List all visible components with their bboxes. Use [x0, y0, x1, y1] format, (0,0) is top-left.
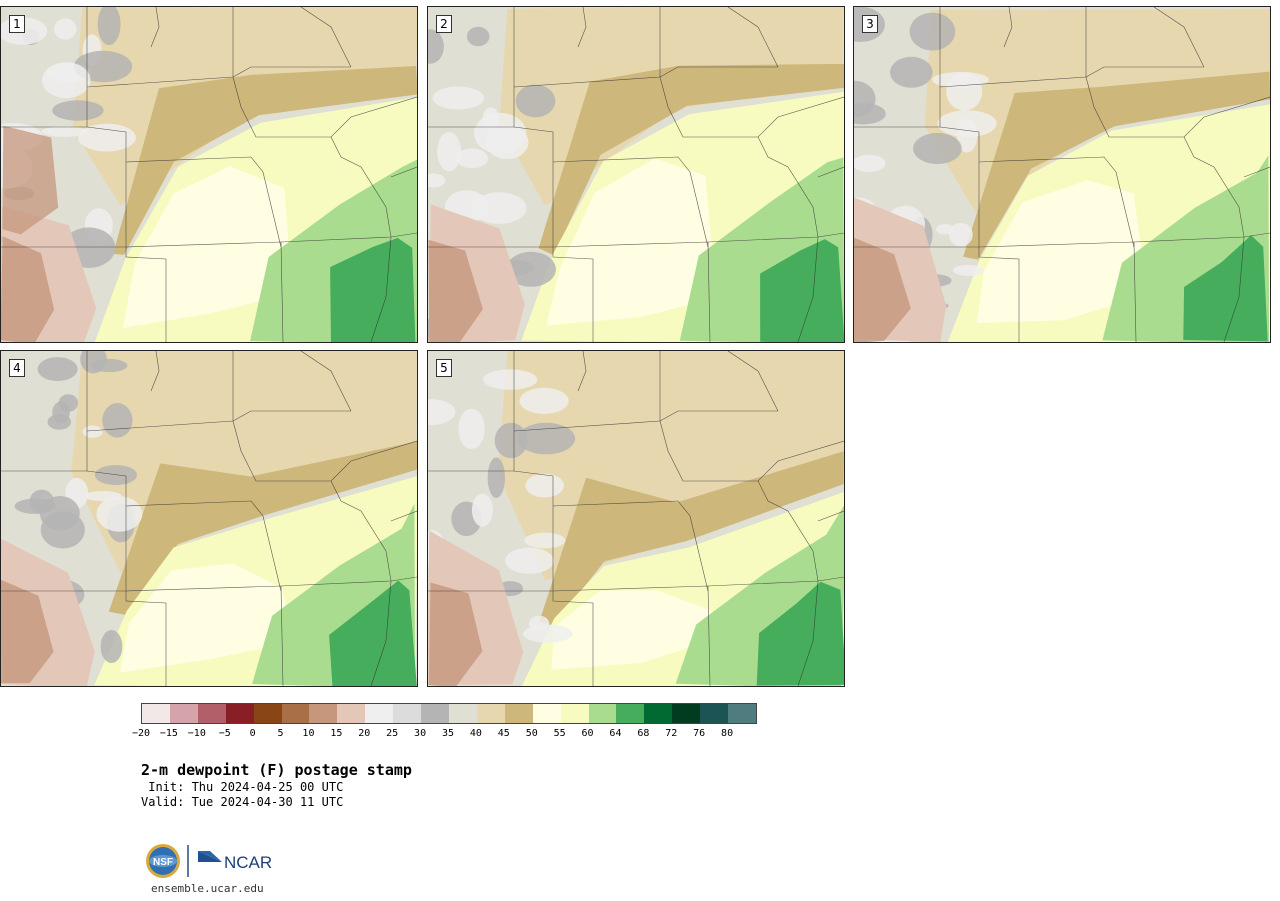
dewpoint-map: [1, 351, 417, 686]
colorbar-tick-label: 40: [469, 728, 482, 739]
colorbar-swatch: [700, 704, 729, 723]
colorbar-tick-label: 68: [637, 728, 650, 739]
colorbar: [141, 703, 757, 724]
colorbar-swatch: [421, 704, 449, 723]
colorbar-swatch: [476, 704, 505, 723]
chart-title: 2-m dewpoint (F) postage stamp: [141, 761, 412, 779]
panel-label: 5: [436, 359, 452, 377]
colorbar-tick-label: −10: [187, 728, 206, 739]
colorbar-tick-label: 30: [414, 728, 427, 739]
colorbar-swatch: [225, 704, 254, 723]
colorbar-tick-label: 45: [497, 728, 510, 739]
colorbar-tick-label: 15: [330, 728, 343, 739]
panel-label: 4: [9, 359, 25, 377]
colorbar-swatch: [504, 704, 533, 723]
stamp-panel-5[interactable]: 5: [427, 350, 845, 687]
colorbar-tick-label: 50: [525, 728, 538, 739]
colorbar-swatch: [728, 704, 756, 723]
nsf-logo: NSF: [146, 844, 180, 878]
colorbar-swatch: [197, 704, 226, 723]
valid-time: Valid: Tue 2024-04-30 11 UTC: [141, 795, 344, 809]
dewpoint-map: [428, 7, 844, 342]
colorbar-tick-label: 60: [581, 728, 594, 739]
colorbar-tick-label: −20: [131, 728, 151, 739]
colorbar-swatch: [448, 704, 477, 723]
logo-group: NSF NCAR: [144, 842, 274, 880]
colorbar-tick-label: −5: [218, 728, 231, 739]
colorbar-swatch: [532, 704, 561, 723]
colorbar-tick-label: 35: [441, 728, 455, 739]
colorbar-swatch: [393, 704, 422, 723]
svg-text:NCAR: NCAR: [224, 853, 272, 872]
colorbar-swatch: [560, 704, 589, 723]
stamp-panel-1[interactable]: 1: [0, 6, 418, 343]
colorbar-swatch: [672, 704, 701, 723]
colorbar-tick-label: 5: [277, 728, 284, 739]
dewpoint-map: [1, 7, 417, 342]
colorbar-tick-label: 55: [553, 728, 566, 739]
colorbar-tick-label: 72: [665, 728, 678, 739]
colorbar-swatch: [253, 704, 282, 723]
colorbar-swatch: [142, 704, 170, 723]
colorbar-tick-label: 0: [249, 728, 256, 739]
stamp-panel-2[interactable]: 2: [427, 6, 845, 343]
colorbar-swatch: [337, 704, 366, 723]
panel-label: 3: [862, 15, 878, 33]
colorbar-tick-label: −15: [159, 728, 178, 739]
dewpoint-map: [428, 351, 844, 686]
colorbar-swatch: [281, 704, 310, 723]
colorbar-swatch: [169, 704, 198, 723]
website-url: ensemble.ucar.edu: [151, 882, 264, 895]
colorbar-tick-label: 10: [302, 728, 315, 739]
dewpoint-map: [854, 7, 1270, 342]
colorbar-swatch: [365, 704, 394, 723]
stamp-panel-3[interactable]: 3: [853, 6, 1271, 343]
colorbar-swatch: [644, 704, 673, 723]
colorbar-swatch: [588, 704, 617, 723]
init-time: Init: Thu 2024-04-25 00 UTC: [141, 780, 344, 794]
stamp-panel-4[interactable]: 4: [0, 350, 418, 687]
panel-label: 1: [9, 15, 25, 33]
colorbar-tick-label: 76: [693, 728, 706, 739]
colorbar-ticks: −20 −15 −10 −5 0 5 10 15 20 25 30 35 40 45 50 55 60 64 68 7…: [132, 728, 757, 742]
panel-label: 2: [436, 15, 452, 33]
colorbar-tick-label: 20: [358, 728, 371, 739]
colorbar-swatch: [616, 704, 645, 723]
colorbar-tick-label: 25: [386, 728, 399, 739]
svg-text:NSF: NSF: [153, 857, 173, 868]
colorbar-swatch: [309, 704, 338, 723]
colorbar-tick-label: 80: [721, 728, 734, 739]
colorbar-tick-label: 64: [609, 728, 622, 739]
ncar-logo: NCAR: [198, 851, 272, 872]
